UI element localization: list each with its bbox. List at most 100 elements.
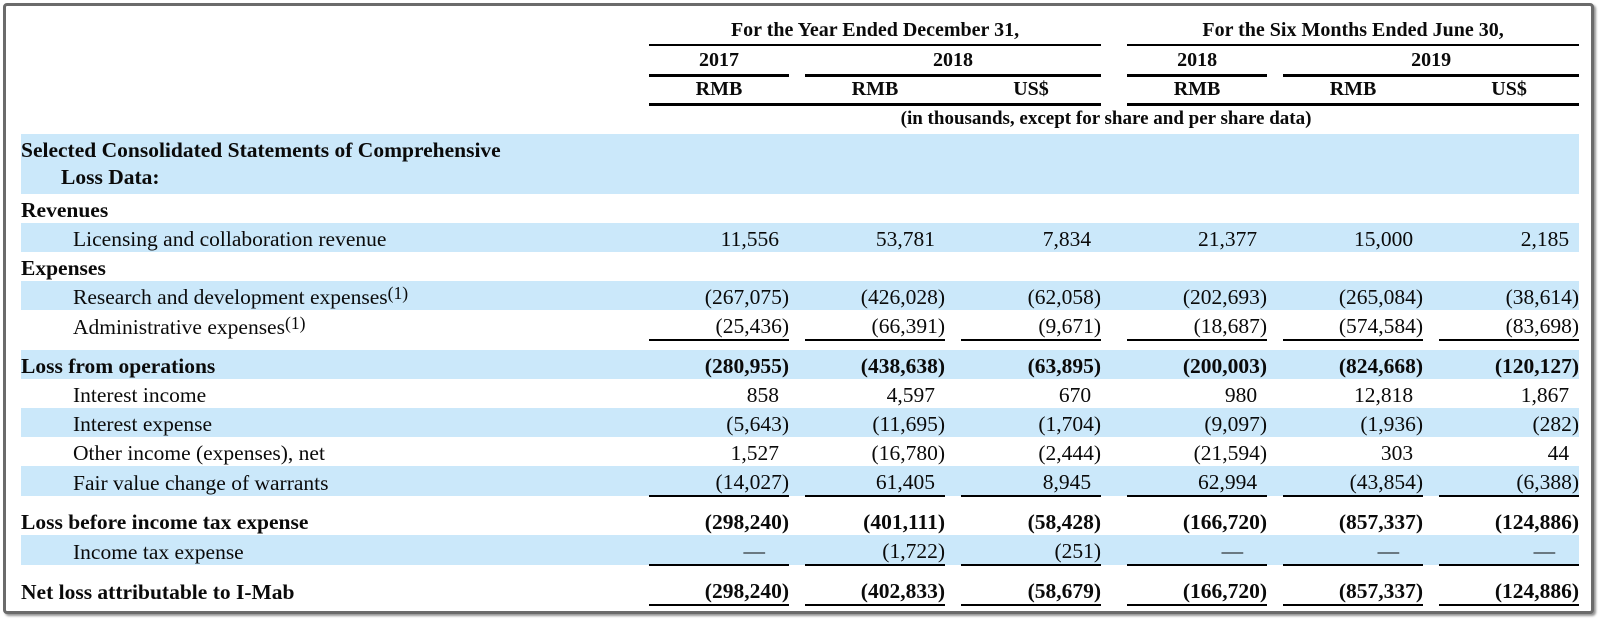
spacer-row [21,496,1579,506]
row-label-text: Loss before income tax expense [21,510,309,534]
cell-value: (63,895) [961,350,1101,379]
cell-value-text: (21,594) [1193,441,1268,465]
cell-value-text: 53,781 [875,227,935,251]
cell-value-text: 980 [1224,383,1258,407]
units-note: (in thousands, except for share and per … [900,108,1312,129]
cell-value: (6,388) [1439,466,1580,497]
group-header-row: For the Year Ended December 31, For the … [21,14,1580,46]
cell-value: — [1283,535,1424,566]
cell-value: 11,556 [649,223,789,252]
cell-value: (857,337) [1283,506,1423,535]
cell-value-text: (401,111) [863,510,945,534]
row-label: Research and development expenses(1) [21,281,633,310]
cell-value: (83,698) [1439,310,1580,341]
cell-value: — [1439,535,1580,566]
table-row: Research and development expenses(1) (267… [21,281,1580,310]
cell-value: (438,638) [805,350,945,379]
cell-value: 303 [1283,437,1423,466]
cell-value-text: (62,058) [1027,285,1102,309]
cell-value: 62,994 [1127,466,1268,497]
cell-value-text: (265,084) [1338,285,1424,309]
row-label-text: Loss from operations [21,354,216,378]
row-label-text: Income tax expense [73,540,244,564]
cell-value: (9,671) [961,310,1102,341]
cell-value: (426,028) [805,281,945,310]
cell-value-text: 11,556 [720,227,779,251]
table-row: Loss before income tax expense (298,240) (… [21,506,1579,535]
cell-value-text: (124,886) [1494,510,1580,534]
cell-value: (16,780) [805,437,945,466]
cell-value-text: (857,337) [1338,510,1424,534]
units-note-row: (in thousands, except for share and per … [21,105,1579,135]
cell-value-text: 1,527 [730,441,779,465]
table-row: Interest income 858 4,597 670 980 12,818 1,867 [21,379,1579,408]
year-header-row: 2017 2018 2018 2019 [21,45,1580,77]
cell-value-text: (298,240) [704,510,789,534]
group-header-year-ended: For the Year Ended December 31, [649,14,1102,46]
row-label-text: Expenses [21,256,106,280]
cell-value-text: (5,643) [726,412,789,436]
cell-value: (66,391) [805,310,945,341]
header-rule-row [21,102,1580,106]
cell-value-text: (9,671) [1038,314,1102,338]
row-label: Interest income [21,379,633,408]
group-header-six-months: For the Six Months Ended June 30, [1127,14,1580,46]
cell-value: (282) [1439,408,1580,437]
row-label-text: Interest income [73,383,207,407]
cell-value-text: (18,687) [1193,314,1268,338]
row-label: Other income (expenses), net [21,437,633,466]
cell-value-text: (1,722) [882,539,945,563]
cell-value-text: (1,704) [1038,412,1102,436]
cell-value: (265,084) [1283,281,1423,310]
currency-header: RMB [1173,78,1221,100]
currency-header: RMB [1329,78,1377,100]
cell-value-text: (66,391) [871,314,945,338]
row-label: Net loss attributable to I-Mab [21,575,633,605]
table-row: Licensing and collaboration revenue 11,55… [21,223,1580,252]
cell-value: (298,240) [649,506,789,535]
row-label-text: Other income (expenses), net [73,441,325,465]
row-label: Revenues [21,194,1579,223]
cell-value: (824,668) [1283,350,1423,379]
row-label-text: Interest expense [73,412,213,436]
row-label: Loss from operations [21,350,633,379]
cell-value: (1,936) [1283,408,1423,437]
cell-value: — [1127,535,1268,566]
cell-value: (200,003) [1127,350,1267,379]
cell-value: (38,614) [1439,281,1579,310]
cell-value: (58,679) [961,575,1102,606]
cell-value: 7,834 [961,223,1101,252]
cell-value: (1,722) [805,535,945,566]
cell-value-text: (14,027) [715,470,789,494]
table-row: Selected Consolidated Statements of Comp… [21,134,1580,194]
currency-header: RMB [695,78,743,100]
cell-value: 61,405 [805,466,945,497]
cell-value: (5,643) [649,408,789,437]
cell-value: (18,687) [1127,310,1268,341]
cell-value-text: (2,444) [1038,441,1102,465]
cell-value-text: (9,097) [1204,412,1268,436]
row-label: Expenses [21,252,1579,281]
row-label: Interest expense [21,408,633,437]
spacer-row [21,340,1579,350]
cell-value: 980 [1127,379,1267,408]
row-label-text: Research and development expenses [73,285,388,309]
cell-value-text: 1,867 [1520,383,1570,407]
cell-value: (574,584) [1283,310,1424,341]
cell-value-text: (200,003) [1182,354,1268,378]
cell-value: 53,781 [805,223,945,252]
title-line: Selected Consolidated Statements of Comp… [21,138,501,162]
currency-header: US$ [1491,78,1527,100]
cell-value-text: 2,185 [1520,227,1570,251]
table-row: Administrative expenses(1) (25,436) (66,39… [21,310,1580,341]
cell-value-text: 15,000 [1353,227,1414,251]
cell-value: (58,428) [961,506,1101,535]
row-label-text: Revenues [21,198,109,222]
cell-value: (124,886) [1439,506,1579,535]
cell-value-text: (267,075) [704,285,789,309]
row-label-text: Net loss attributable to I-Mab [21,580,295,604]
cell-value-text: (83,698) [1505,314,1580,338]
table-row: Expenses [21,252,1579,281]
cell-value-text: — [1377,539,1400,563]
cell-value-text: (280,955) [704,354,789,378]
